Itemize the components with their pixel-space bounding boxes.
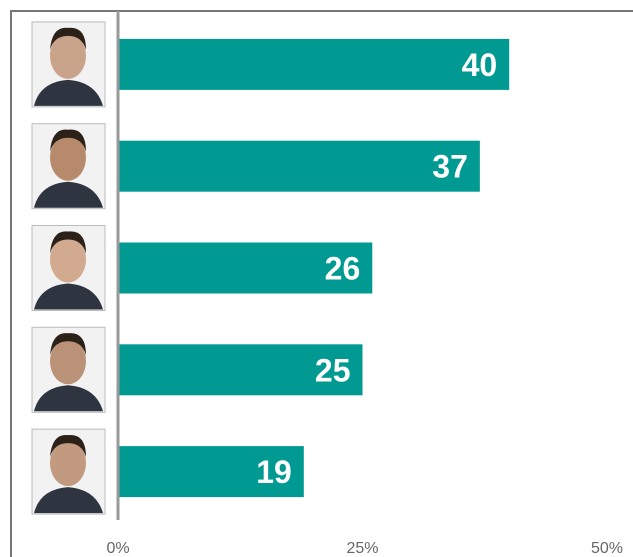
portrait (32, 327, 105, 412)
portrait (32, 226, 105, 311)
portrait (32, 22, 105, 107)
value-label: 26 (325, 251, 361, 287)
value-label: 25 (315, 352, 351, 388)
portrait (32, 429, 105, 514)
bar (118, 39, 509, 90)
value-label: 40 (462, 47, 498, 83)
x-tick-label: 0% (106, 540, 129, 557)
value-label: 37 (432, 149, 468, 185)
portrait (32, 124, 105, 209)
chart: 40 37 26 25 19 0% 25% 50% (0, 0, 633, 557)
bar (118, 141, 480, 192)
x-tick-label: 50% (591, 540, 623, 557)
x-tick-label: 25% (346, 540, 378, 557)
page: 40372625190%25%50% (() => { const data =… (0, 0, 633, 557)
value-label: 19 (256, 454, 292, 490)
